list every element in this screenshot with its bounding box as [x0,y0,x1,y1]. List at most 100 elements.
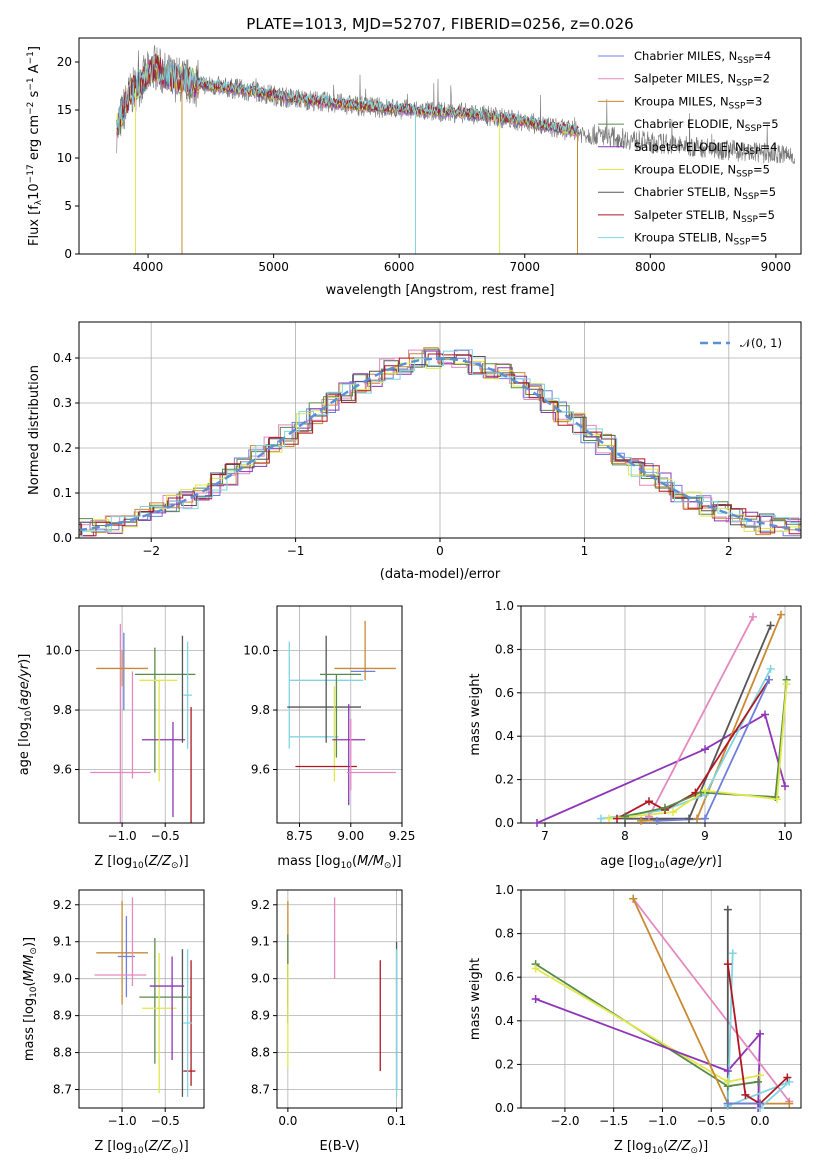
label-part: M/M [357,854,384,869]
label-part: Chabrier ELODIE, N [634,117,745,131]
panel-residuals: −2 −1 0 1 2 0.0 0.1 0.2 0.3 0.4 𝒩(0, 1) (data-model… [27,321,802,582]
data-point [613,814,621,823]
label-part: Chabrier MILES, N [634,49,737,63]
label-part: mass [log [22,998,37,1061]
y-tick-label: 0.6 [495,970,514,984]
data-point [756,1099,765,1108]
legend-label: Kroupa STELIB, NSSP=5 [634,231,767,248]
label-part: SSP [729,101,746,111]
y-tick-label: 10 [57,151,72,165]
y-tick-label: 8.8 [53,1046,72,1060]
data-point [785,1099,794,1108]
x-tick-label: −0.5 [151,1114,180,1128]
axes-frame [78,37,802,255]
panel-mass-vs-EBV: 0.0 0.1 8.7 8.8 8.9 9.0 9.1 9.2 E(B-V) [251,889,406,1154]
data-point [629,894,638,903]
spectrum-model [116,56,579,137]
label-part: )] [22,937,37,947]
label-part: SSP [741,215,758,225]
data-point [728,949,737,958]
axes-frame [520,605,802,824]
x-tick-label: −2 [142,544,160,558]
x-tick-label: 0.1 [387,1114,406,1128]
data-point [766,664,775,673]
data-point [701,814,709,823]
label-part: λ [34,199,44,205]
histogram-step [79,353,801,537]
label-part: =4 [761,140,778,154]
label-part: 10 [341,861,353,871]
data-point [723,1077,732,1086]
x-tick-label: 4000 [133,260,164,274]
label-part: Kroupa MILES, N [634,94,729,108]
label-part: Z/Z [148,854,172,869]
data-point [749,612,757,621]
legend-label: 𝒩(0, 1) [740,336,782,350]
label-part: 10 [29,986,39,998]
y-tick-label: 8.7 [251,1083,270,1097]
x-tick-label: 0.0 [278,1114,297,1128]
label-part: Z [log [94,854,132,869]
y-tick-label: 0.6 [495,686,514,700]
data-point [766,621,775,630]
y-tick-label: 9.1 [251,935,270,949]
y-axis-label: mass weight [468,673,483,755]
plot-area [79,347,801,537]
data-point [723,960,732,969]
legend-label: Salpeter STELIB, NSSP=5 [634,208,775,225]
label-part: SSP [734,238,751,248]
data-point [765,675,773,684]
label-part: Chabrier STELIB, N [634,185,742,199]
data-point [783,1073,792,1082]
x-tick-label: 8 [621,829,629,843]
x-tick-label: 7 [541,829,549,843]
label-part: ( [663,1139,668,1154]
data-point [754,1077,763,1086]
data-point [723,1099,732,1108]
x-tick-label: 6000 [384,260,415,274]
axes-frame [78,605,205,824]
label-part: Z [log [614,1139,652,1154]
panel-age-vs-mass: 8.75 9.00 9.25 9.6 9.8 10.0 mass [log10(M/M⊙)] [243,605,415,871]
y-tick-label: 9.6 [53,762,72,776]
y-tick-label: 0.8 [495,642,514,656]
label-part: )] [391,854,401,869]
y-tick-label: 0.3 [53,396,72,410]
x-tick-label: −0.5 [697,1114,726,1128]
data-point [756,1029,765,1038]
y-tick-label: 0.8 [495,927,514,941]
label-part: ( [17,706,32,711]
x-tick-label: −0.5 [151,829,180,843]
y-tick-label: 0.2 [495,1057,514,1071]
plot-area [536,614,788,823]
x-tick-label: −1.0 [108,1114,137,1128]
label-part: SSP [744,147,761,157]
y-tick-label: 8.8 [251,1046,270,1060]
legend-label: Chabrier STELIB, NSSP=5 [634,185,776,202]
label-part: =4 [754,49,771,63]
label-part: ( [665,854,670,869]
x-tick-label: −2.0 [550,1114,579,1128]
data-point [777,610,785,619]
figure-title: PLATE=1013, MJD=52707, FIBERID=0256, z=0… [246,15,633,33]
plot-area [116,45,795,254]
label-part: =5 [759,185,776,199]
data-point [685,814,693,823]
series-line [656,679,770,822]
label-part: Salpeter MILES, N [634,72,736,86]
x-tick-label: 1 [581,544,589,558]
data-point [645,812,653,821]
y-axis-label: Flux [fλ10−17 erg cm−2 s−1 A−1] [26,46,44,246]
label-part: SSP [742,192,759,202]
legend-label: Chabrier ELODIE, NSSP=5 [634,117,779,134]
data-point [597,814,605,823]
label-part: SSP [736,79,753,89]
y-tick-label: 0.4 [495,729,514,743]
legend-label: Salpeter MILES, NSSP=2 [634,72,770,89]
data-point [531,995,540,1003]
x-tick-label: −1.5 [599,1114,628,1128]
x-tick-label: 2 [725,544,733,558]
x-tick-label: 8000 [635,260,666,274]
